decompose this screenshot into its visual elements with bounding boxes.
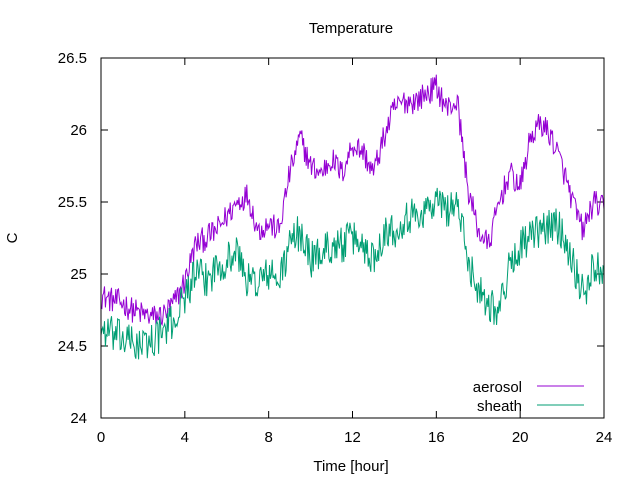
- y-tick-label: 25: [70, 266, 87, 283]
- series-line-aerosol: [100, 74, 605, 327]
- x-tick-label: 12: [344, 429, 361, 446]
- y-tick-label: 24.5: [58, 338, 87, 355]
- y-tick-label: 26: [70, 122, 87, 139]
- legend-label-aerosol: aerosol: [473, 379, 522, 396]
- series-line-sheath: [100, 187, 605, 360]
- x-tick-label: 8: [264, 429, 272, 446]
- chart-title: Temperature: [309, 20, 393, 37]
- x-tick-label: 24: [596, 429, 613, 446]
- legend: aerosol sheath: [473, 379, 584, 415]
- y-tick-label: 25.5: [58, 194, 87, 211]
- series-lines: [100, 74, 605, 360]
- legend-label-sheath: sheath: [477, 398, 522, 415]
- y-axis-label: C: [4, 232, 21, 243]
- x-tick-label: 0: [97, 429, 105, 446]
- plot-frame: [100, 57, 605, 419]
- x-axis-label: Time [hour]: [313, 458, 388, 475]
- x-tick-label: 4: [181, 429, 189, 446]
- y-tick-label: 26.5: [58, 50, 87, 67]
- y-tick-label: 24: [70, 410, 87, 427]
- x-tick-label: 16: [428, 429, 445, 446]
- x-tick-label: 20: [512, 429, 529, 446]
